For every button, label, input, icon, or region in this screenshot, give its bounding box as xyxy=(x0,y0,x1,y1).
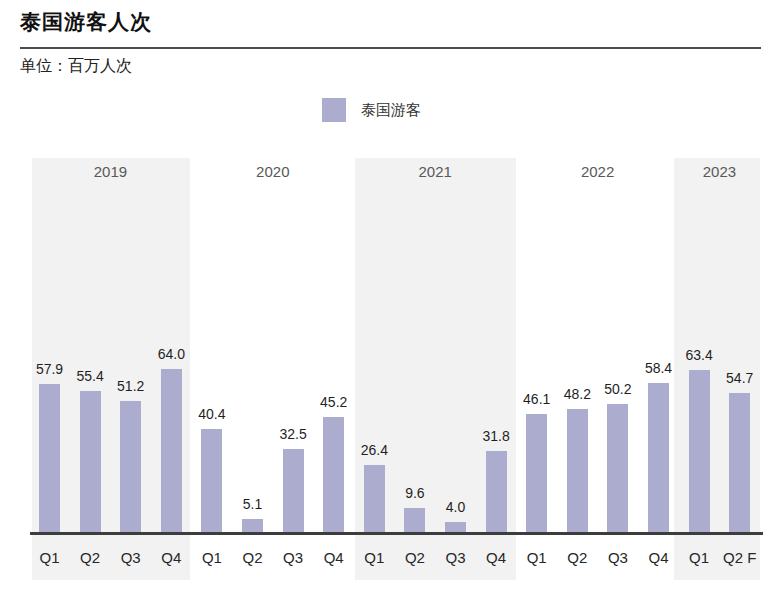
x-axis-label: Q2 xyxy=(230,549,276,566)
legend-series-label: 泰国游客 xyxy=(361,101,421,120)
bar-value-label: 51.2 xyxy=(109,378,153,394)
bar-value-label: 57.9 xyxy=(28,361,72,377)
bar-value-label: 9.6 xyxy=(393,485,437,501)
year-label: 2022 xyxy=(568,163,628,180)
bar xyxy=(120,401,141,532)
year-label: 2019 xyxy=(80,163,140,180)
bar-value-label: 54.7 xyxy=(718,370,762,386)
year-label: 2023 xyxy=(689,163,749,180)
x-axis-label: Q3 xyxy=(108,549,154,566)
bar xyxy=(201,429,222,532)
bar-value-label: 26.4 xyxy=(352,442,396,458)
bar xyxy=(283,449,304,532)
bar xyxy=(323,417,344,532)
bar xyxy=(242,519,263,532)
bar-value-label: 64.0 xyxy=(149,346,193,362)
page-title: 泰国游客人次 xyxy=(20,8,152,36)
bar xyxy=(567,409,588,532)
x-axis-label: Q1 xyxy=(189,549,235,566)
chart-area: 2019 57.9 Q1 55.4 Q2 51.2 Q3 64.0 Q4 2020 40.4 Q1 5.… xyxy=(0,0,784,593)
x-axis-label: Q1 xyxy=(27,549,73,566)
bar xyxy=(364,465,385,532)
bar-value-label: 5.1 xyxy=(231,496,275,512)
x-axis-label: Q4 xyxy=(311,549,357,566)
bar-value-label: 48.2 xyxy=(555,386,599,402)
bar-value-label: 63.4 xyxy=(677,347,721,363)
bar-value-label: 45.2 xyxy=(312,394,356,410)
x-axis-label: Q4 xyxy=(473,549,519,566)
bar-value-label: 55.4 xyxy=(68,368,112,384)
x-axis-label: Q3 xyxy=(433,549,479,566)
x-axis-label: Q2 xyxy=(392,549,438,566)
bar xyxy=(729,393,750,532)
bar-value-label: 31.8 xyxy=(474,428,518,444)
x-axis-label: Q3 xyxy=(595,549,641,566)
bar-value-label: 32.5 xyxy=(271,426,315,442)
legend-swatch-icon xyxy=(322,98,346,122)
report-page: 2019 57.9 Q1 55.4 Q2 51.2 Q3 64.0 Q4 2020 40.4 Q1 5.… xyxy=(0,0,784,593)
x-axis-label: Q1 xyxy=(351,549,397,566)
bar-value-label: 50.2 xyxy=(596,381,640,397)
bar xyxy=(80,391,101,532)
unit-label: 单位：百万人次 xyxy=(20,56,132,77)
year-label: 2021 xyxy=(405,163,465,180)
chart-legend: 泰国游客 xyxy=(322,98,421,122)
bar xyxy=(445,522,466,532)
x-axis-label: Q2 xyxy=(67,549,113,566)
bar xyxy=(648,383,669,532)
bar-value-label: 46.1 xyxy=(515,391,559,407)
x-axis-label: Q1 xyxy=(514,549,560,566)
x-axis-label: Q2 F xyxy=(717,549,763,566)
x-axis-line xyxy=(30,532,763,535)
x-axis-label: Q3 xyxy=(270,549,316,566)
bar xyxy=(39,384,60,532)
bar xyxy=(486,451,507,532)
bar xyxy=(404,508,425,532)
x-axis-label: Q2 xyxy=(554,549,600,566)
x-axis-label: Q4 xyxy=(148,549,194,566)
bar xyxy=(161,369,182,532)
bar-value-label: 4.0 xyxy=(434,499,478,515)
bar xyxy=(689,370,710,532)
bar xyxy=(526,414,547,532)
x-axis-label: Q1 xyxy=(676,549,722,566)
bar-value-label: 40.4 xyxy=(190,406,234,422)
bar xyxy=(607,404,628,532)
year-label: 2020 xyxy=(243,163,303,180)
title-divider xyxy=(20,47,761,49)
